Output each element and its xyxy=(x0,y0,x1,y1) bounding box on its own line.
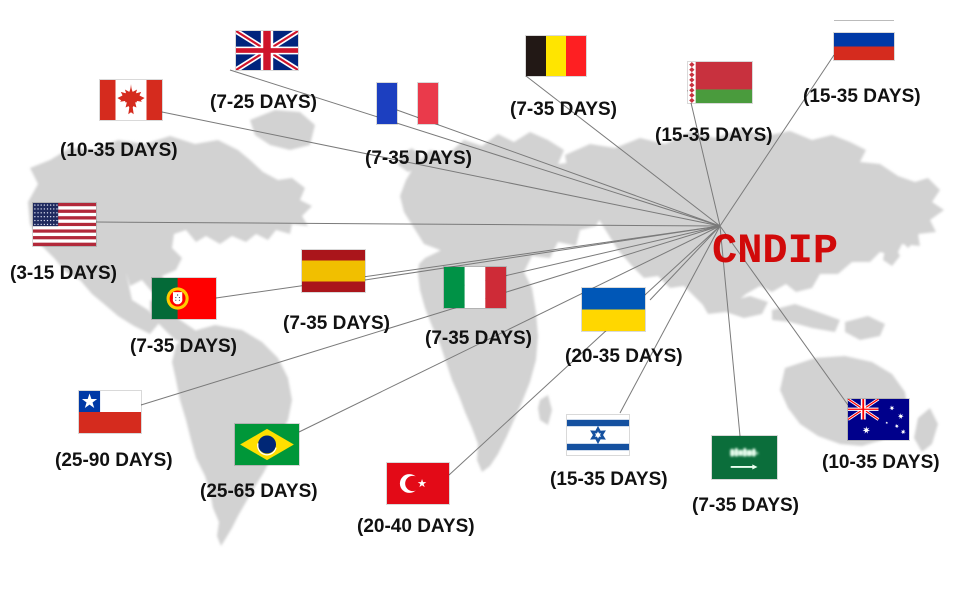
svg-text:CNDIP: CNDIP xyxy=(712,227,838,275)
